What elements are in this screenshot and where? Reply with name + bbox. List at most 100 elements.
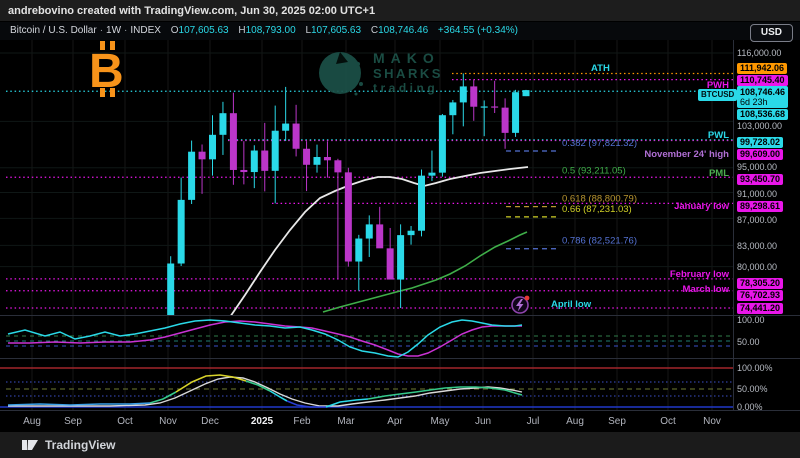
ohlc-high-label: H [238,25,246,36]
tradingview-logo-icon[interactable] [22,438,39,452]
bitcoin-icon: B [84,40,130,103]
candle-body [438,115,446,173]
price-scale-label: 87,000.00 [737,215,778,225]
price-scale-label: 116,000.00 [737,48,782,58]
price-scale-label: 103,000.00 [737,121,783,131]
candle-body [449,102,457,116]
price-scale-label: 83,000.00 [737,241,778,251]
level-label: PWL [708,130,729,141]
price-scale-label: 50.00% [737,384,768,394]
time-axis-month: Sep [64,416,82,427]
candle-body [198,151,206,160]
candle-body [365,224,373,239]
symbol-title[interactable]: Bitcoin / U.S. Dollar [10,25,97,36]
price-level-tag: 76,702.93 [737,290,784,301]
ohlc-open-label: O [170,25,179,36]
candle-body [188,151,196,200]
candle-body [428,172,436,176]
attribution-bar: andrebovino created with TradingView.com… [0,0,800,22]
pane2-gradient-line [175,374,247,393]
time-axis-month: Oct [117,416,133,427]
pane2-gradient-line [245,380,271,392]
ma-white-line[interactable] [230,166,529,317]
price-scale-label: 80,000.00 [737,262,778,272]
candle-body [219,113,227,135]
candle-body [376,224,384,249]
price-scale-label: 91,000.00 [737,189,778,199]
price-level-tag: 111,942.06 [737,63,788,74]
symbol-market: INDEX [130,25,161,36]
level-label: ATH [591,63,610,74]
fib-label: 0.66 (87,231.03) [562,204,632,215]
price-level-tag: 74,441.20 [737,303,784,314]
candle-body [167,263,175,315]
candle-body [177,199,185,264]
fib-label: 0.786 (82,521.76) [562,236,637,247]
pane2-gradient-line [367,386,523,400]
time-axis-month: Mar [337,416,355,427]
candle-body [334,160,342,173]
level-label: January low [674,201,730,212]
ohlc-low-value: 107,605.63 [311,25,362,36]
time-axis-month: Aug [566,416,584,427]
candle-body [261,150,269,171]
attribution-text: andrebovino created with TradingView.com… [8,5,376,17]
btcusd-price-line-label[interactable]: BTCUSD [698,89,738,101]
time-axis-month: Dec [201,416,219,427]
bottom-bar: TradingView [0,432,800,458]
level-label: February low [670,269,730,280]
tradingview-brand[interactable]: TradingView [45,438,116,452]
time-axis-month: Nov [159,416,177,427]
separator: · [124,25,128,36]
pane2-gradient-line [325,398,369,408]
candle-body [271,130,279,171]
price-scale[interactable]: 116,000.00 103,000.00 95,000.00 91,000.00 87… [733,40,800,412]
candle-body [282,123,290,131]
shark-logo-icon [319,52,363,96]
candle-body [292,123,300,149]
candlestick-series [167,73,530,315]
time-axis-month: Apr [387,416,403,427]
chart-canvas[interactable]: 0.382 (97,821.32) 0.5 (93,211.05) 0.618 (8… [0,0,733,432]
watermark-line3: trading [373,81,439,95]
current-price-tag: 108,746.46 6d 23h [737,86,789,108]
time-axis-month: Nov [703,416,721,427]
price-level-tag: 93,450.70 [737,174,784,185]
level-label: April low [551,299,592,310]
price-scale-label: 0.00% [737,402,763,412]
time-axis-month: Jul [526,416,540,427]
pane-separator[interactable] [0,315,800,316]
pane-separator[interactable] [0,358,800,359]
candle-body [501,107,509,133]
level-label: March low [683,284,730,295]
time-axis[interactable]: Aug Sep Oct Nov Dec 2025 Feb Mar Apr May Jun Jul Aug… [0,410,800,432]
symbol-legend[interactable]: Bitcoin / U.S. Dollar · 1W · INDEX O107,605.… [0,22,800,40]
candle-body [344,172,352,262]
candle-body [240,169,248,173]
time-axis-month: May [430,416,450,427]
level-label: November 24' high [644,149,729,160]
candle-body [522,90,530,97]
price-level-tag: 110,745.40 [737,75,788,86]
candle-body [491,106,499,108]
candle-body [313,157,321,165]
currency-toggle-button[interactable]: USD [749,24,793,42]
candle-body [407,230,415,236]
pane2-gradient-line [149,391,177,404]
symbol-interval[interactable]: 1W [106,25,122,36]
pane2-gradient-line [269,390,288,402]
flash-marker-icon[interactable] [511,295,530,314]
candle-body [512,92,520,133]
mako-sharks-watermark: MAKO SHARKS trading [318,50,443,100]
price-scale-label: 50.00 [737,337,760,347]
ma-green-line[interactable] [322,231,528,313]
time-axis-month: 2025 [250,416,274,427]
candle-body [229,113,237,170]
fib-label: 0.382 (97,821.32) [562,138,637,149]
time-axis-month: Feb [293,416,311,427]
level-label: PML [709,168,729,179]
price-scale-label: 100.00 [737,315,765,325]
separator: · [99,25,104,36]
watermark-line2: SHARKS [373,66,443,81]
